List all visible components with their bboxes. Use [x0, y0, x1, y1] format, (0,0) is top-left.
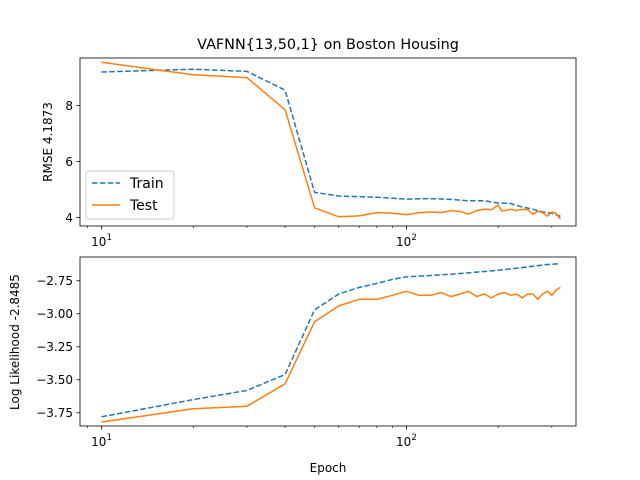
- rmse-x-tick-label: 102: [396, 233, 417, 249]
- rmse-x-tick-label: 101: [91, 233, 112, 249]
- loglik-y-tick-label: −3.75: [36, 406, 73, 420]
- rmse-series-lines: [101, 61, 562, 220]
- rmse-y-tick-label: 8: [65, 99, 73, 113]
- loglik-y-tick-label: −3.25: [36, 340, 73, 354]
- rmse-y-tick-label: 4: [65, 211, 73, 225]
- legend-train-label: Train: [129, 176, 164, 192]
- loglik-x-tick-label: 101: [91, 433, 112, 449]
- rmse-subplot: 101 102 4 6 8 VAFNN{13,50,1} on Boston Housi…: [41, 37, 577, 249]
- rmse-y-tick-label: 6: [65, 155, 73, 169]
- rmse-ticks: 101 102 4 6 8: [65, 99, 553, 249]
- rmse-train-line: [101, 68, 561, 217]
- loglik-train-line: [101, 262, 561, 418]
- loglik-test-line: [101, 286, 561, 423]
- loglik-y-axis-label: Log Likelihood -2.8485: [8, 274, 22, 410]
- loglik-ticks: 101 102 −3.75 −3.50 −3.25 −3.00 −2.75: [36, 274, 553, 449]
- loglik-x-tick-label: 102: [396, 433, 417, 449]
- loglik-plot-frame: [79, 256, 577, 427]
- loglik-series-lines: [101, 262, 561, 423]
- loglik-plot-area: [80, 257, 576, 426]
- loglik-y-tick-label: −2.75: [36, 274, 73, 288]
- rmse-plot-frame: [79, 57, 577, 227]
- rmse-test-line: [101, 61, 562, 220]
- rmse-legend: Train Test: [85, 170, 175, 220]
- loglik-y-tick-label: −3.50: [36, 373, 73, 387]
- rmse-y-axis-label: RMSE 4.1873: [41, 102, 55, 182]
- loglik-y-tick-label: −3.00: [36, 307, 73, 321]
- legend-test-label: Test: [129, 198, 158, 214]
- loglik-x-axis-label: Epoch: [310, 461, 347, 475]
- loglik-subplot: 101 102 −3.75 −3.50 −3.25 −3.00 −2.75 Epoch Lo…: [8, 256, 577, 475]
- rmse-title: VAFNN{13,50,1} on Boston Housing: [197, 37, 459, 53]
